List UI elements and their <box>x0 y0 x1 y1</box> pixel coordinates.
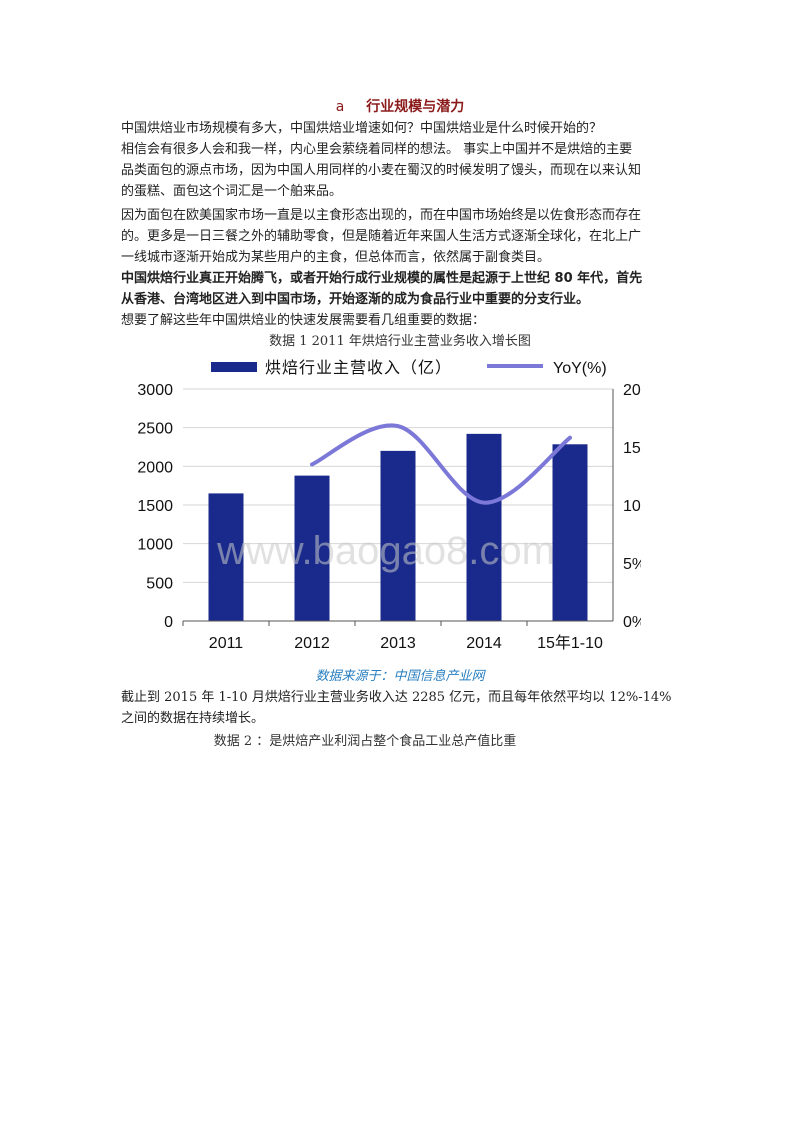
y2-tick-label: 20% <box>623 382 641 399</box>
paragraph-3-line-2: 的。更多是一日三餐之外的辅助零食，但是随着近年来国人生活方式逐渐全球化，在北上广 <box>121 229 642 244</box>
data-source: 数据来源于：中国信息产业网 <box>315 669 485 684</box>
section-number: a <box>335 99 345 115</box>
y2-tick-label: 15% <box>623 440 641 457</box>
chart-watermark: www.baogao8.com <box>216 529 555 573</box>
y-tick-label: 2000 <box>137 459 173 476</box>
revenue-chart: 烘焙行业主营收入（亿） YoY(%) www.baogao8.com 0 500 10… <box>131 350 655 655</box>
chart-legend: 烘焙行业主营收入（亿） YoY(%) <box>211 359 607 377</box>
paragraph-6-line-2: 之间的数据在持续增长。 <box>121 711 265 726</box>
bar-2014 <box>466 433 502 621</box>
paragraph-2-line-2: 品类面包的源点市场，因为中国人用同样的小麦在蜀汉的时候发明了馒头，而现在以来认知 <box>121 163 642 178</box>
bar-2012 <box>294 475 330 621</box>
y2-tick-label: 10% <box>623 498 641 515</box>
legend-label-yoy: YoY(%) <box>553 360 607 377</box>
chart-caption: 数据 1 2011 年烘焙行业主营业务收入增长图 <box>269 334 531 349</box>
paragraph-2-line-1: 相信会有很多人会和我一样，内心里会萦绕着同样的想法。 事实上中国并不是烘焙的主要 <box>121 142 633 157</box>
paragraph-4-line-2: 从香港、台湾地区进入到中国市场，开始逐渐的成为食品行业中重要的分支行业。 <box>121 292 590 307</box>
section-heading: a 行业规模与潜力 <box>0 96 800 116</box>
paragraph-5: 想要了解这些年中国烘焙业的快速发展需要看几组重要的数据： <box>121 313 486 328</box>
y-tick-label: 3000 <box>137 382 173 399</box>
y2-tick-label: 0% <box>623 614 641 631</box>
x-tick-label: 2011 <box>209 635 244 652</box>
y-tick-label: 2500 <box>137 421 173 438</box>
section-title: 行业规模与潜力 <box>366 99 465 115</box>
paragraph-3-line-1: 因为面包在欧美国家市场一直是以主食形态出现的，而在中国市场始终是以佐食形态而存在 <box>121 208 642 223</box>
chart-bars <box>208 433 588 621</box>
chart-svg: 烘焙行业主营收入（亿） YoY(%) www.baogao8.com 0 500 10… <box>131 350 655 655</box>
paragraph-2-line-3: 的蛋糕、面包这个词汇是一个舶来品。 <box>121 184 343 199</box>
y-tick-label: 1000 <box>137 537 173 554</box>
y2-tick-label: 5% <box>623 556 641 573</box>
x-tick-label: 2013 <box>380 635 416 652</box>
legend-swatch-revenue <box>211 362 257 372</box>
x-tick-label: 15年1-10 <box>537 634 603 652</box>
y-tick-label: 0 <box>164 614 173 631</box>
paragraph-6-line-1: 截止到 2015 年 1-10 月烘焙行业主营业务收入达 2285 亿元，而且每… <box>121 690 672 705</box>
data-2-caption: 数据 2 ：是烘焙产业利润占整个食品工业总产值比重 <box>213 734 517 749</box>
y-tick-label: 1500 <box>137 498 173 515</box>
yoy-line-path <box>310 423 572 505</box>
y-tick-label: 500 <box>146 575 173 592</box>
paragraph-1: 中国烘焙业市场规模有多大，中国烘焙业增速如何？中国烘焙业是什么时候开始的？ <box>121 121 603 136</box>
bar-2011 <box>208 493 244 621</box>
paragraph-4-line-1: 中国烘焙行业真正开始腾飞，或者开始行成行业规模的属性是起源于上世纪 80 年代，… <box>121 271 643 286</box>
bar-15年1-10 <box>552 444 588 621</box>
x-tick-label: 2012 <box>294 635 330 652</box>
bar-2013 <box>380 450 416 621</box>
legend-label-revenue: 烘焙行业主营收入（亿） <box>265 359 452 377</box>
paragraph-3-line-3: 一线城市逐渐开始成为某些用户的主食，但总体而言，依然属于副食类目。 <box>121 250 551 265</box>
chart-yoy-line <box>310 423 572 505</box>
x-tick-label: 2014 <box>466 635 502 652</box>
